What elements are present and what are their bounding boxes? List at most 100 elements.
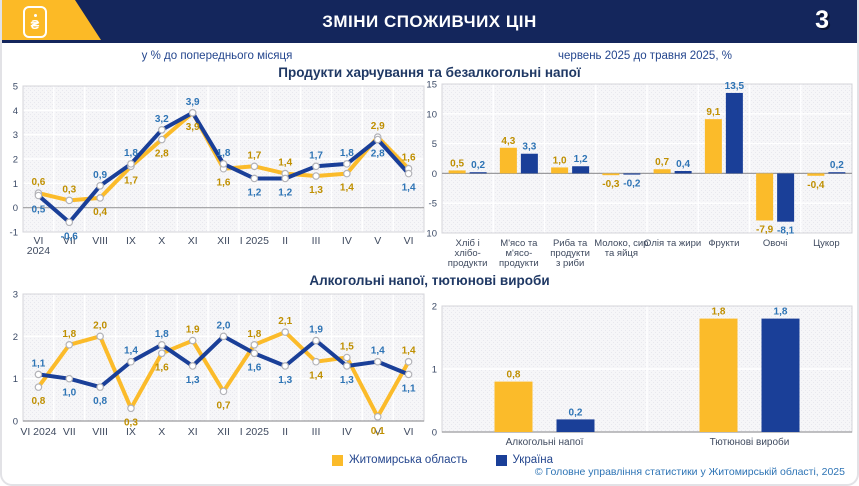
bar-ukraine bbox=[520, 153, 538, 174]
x-tick-label: XI bbox=[188, 426, 198, 438]
data-point bbox=[219, 332, 228, 341]
bar-ukraine bbox=[674, 171, 692, 174]
data-point bbox=[343, 362, 351, 370]
x-tick-label: IV bbox=[342, 426, 352, 438]
data-label: 0,4 bbox=[676, 159, 690, 170]
x-tick-label: VI 2024 bbox=[20, 426, 56, 438]
data-point bbox=[404, 357, 413, 366]
data-label: 3,9 bbox=[186, 122, 200, 133]
data-point bbox=[127, 357, 135, 366]
zhytomyr-color-swatch bbox=[332, 454, 343, 466]
data-label: 2,1 bbox=[278, 316, 292, 327]
data-point bbox=[219, 387, 228, 396]
data-point bbox=[65, 374, 74, 383]
data-label: -0,6 bbox=[61, 231, 79, 242]
data-label: 1,2 bbox=[278, 187, 292, 198]
x-tick-label: Алкогольні напої bbox=[506, 437, 584, 448]
data-label: 1,8 bbox=[155, 329, 169, 340]
x-tick-label: V bbox=[374, 426, 381, 438]
data-point bbox=[34, 191, 43, 200]
data-point bbox=[373, 357, 382, 366]
data-label: 1,6 bbox=[247, 362, 261, 373]
legend-item-zhytomyr: Житомирська область bbox=[332, 454, 468, 466]
data-label: 0,5 bbox=[31, 205, 45, 216]
y-tick-label: 1 bbox=[13, 179, 18, 190]
ukraine-color-swatch bbox=[495, 454, 507, 466]
data-label: 1,6 bbox=[217, 178, 231, 189]
bar-ukraine bbox=[556, 419, 595, 432]
data-label: 1,8 bbox=[62, 329, 76, 340]
data-label: 1,1 bbox=[31, 358, 45, 369]
y-tick-label: -5 bbox=[429, 199, 437, 210]
x-tick-label: VII bbox=[63, 426, 76, 438]
x-tick-label: VIII bbox=[92, 426, 108, 438]
bar-zhytomyr bbox=[807, 173, 825, 176]
y-tick-label: 3 bbox=[13, 290, 18, 301]
data-point bbox=[373, 412, 382, 421]
data-point bbox=[127, 160, 135, 168]
data-point bbox=[96, 194, 104, 202]
data-label: 1,0 bbox=[62, 388, 76, 399]
bar-ukraine bbox=[761, 318, 800, 432]
data-label: 0,7 bbox=[217, 400, 231, 411]
hryvnia-symbol: ₴ bbox=[30, 16, 40, 32]
bar-zhytomyr bbox=[653, 169, 671, 174]
data-label: 0,6 bbox=[31, 177, 45, 188]
y-tick-label: 0 bbox=[13, 417, 18, 428]
x-tick-label: I 2025 bbox=[240, 235, 269, 247]
data-point bbox=[312, 172, 320, 180]
data-label: 9,1 bbox=[706, 107, 720, 118]
data-point bbox=[281, 174, 289, 183]
x-tick-label: XI bbox=[188, 235, 198, 247]
plot-border bbox=[441, 83, 853, 234]
alcohol-chart-title: Алкогольні напої, тютюнові вироби bbox=[309, 273, 550, 288]
header-bar: ₴ ЗМІНИ СПОЖИВЧИХ ЦІН 3 bbox=[2, 0, 857, 43]
data-label: 2,0 bbox=[93, 320, 107, 331]
y-tick-label: 2 bbox=[432, 302, 437, 313]
data-label: 0,7 bbox=[655, 157, 669, 168]
data-label: 0,2 bbox=[471, 160, 485, 171]
data-label: 0,8 bbox=[31, 396, 45, 407]
y-tick-label: 1 bbox=[432, 365, 437, 376]
data-point bbox=[250, 349, 259, 358]
data-label: 1,8 bbox=[712, 307, 726, 318]
x-tick-label: III bbox=[312, 235, 321, 247]
x-tick-label: V bbox=[374, 235, 381, 247]
legend-label-ukraine: Україна bbox=[512, 454, 554, 466]
data-label: 1,4 bbox=[402, 183, 416, 194]
data-point bbox=[158, 349, 166, 358]
food-chart-title: Продукти харчування та безалкогольні нап… bbox=[278, 65, 581, 80]
data-point bbox=[96, 332, 104, 341]
data-label: 1,4 bbox=[278, 158, 292, 169]
data-point bbox=[343, 160, 351, 168]
copyright-note: © Головне управління статистики у Житоми… bbox=[534, 466, 845, 478]
y-tick-label: 10 bbox=[427, 109, 437, 120]
x-tick-label: Фрукти bbox=[708, 238, 739, 249]
legend-label-zhytomyr: Житомирська область bbox=[349, 454, 468, 466]
data-point bbox=[373, 135, 382, 144]
tag-hole-dot bbox=[33, 13, 37, 17]
y-tick-label: 5 bbox=[13, 82, 18, 93]
x-tick-label: IX bbox=[126, 235, 136, 247]
data-point bbox=[188, 362, 197, 370]
data-label: 0,2 bbox=[830, 160, 844, 171]
y-tick-label: 3 bbox=[13, 130, 18, 141]
x-tick-label: X bbox=[158, 235, 165, 247]
period-subtitle: червень 2025 до травня 2025, % bbox=[558, 50, 732, 62]
data-point bbox=[65, 340, 74, 349]
x-tick-label: Овочі bbox=[763, 238, 787, 249]
y-tick-label: 2 bbox=[13, 155, 18, 166]
data-label: 1,6 bbox=[402, 153, 416, 164]
x-tick-label: VI bbox=[404, 426, 414, 438]
x-tick-label: М'ясо та м'ясо-продукти bbox=[499, 238, 539, 269]
x-tick-label: I 2025 bbox=[240, 426, 269, 438]
y-tick-label: -10 bbox=[427, 229, 437, 240]
data-label: 1,4 bbox=[340, 183, 354, 194]
data-point bbox=[219, 160, 228, 168]
bar-zhytomyr bbox=[499, 147, 517, 174]
y-tick-label: 15 bbox=[427, 80, 437, 91]
y-tick-label: 5 bbox=[432, 139, 437, 150]
data-label: 2,0 bbox=[217, 320, 231, 331]
